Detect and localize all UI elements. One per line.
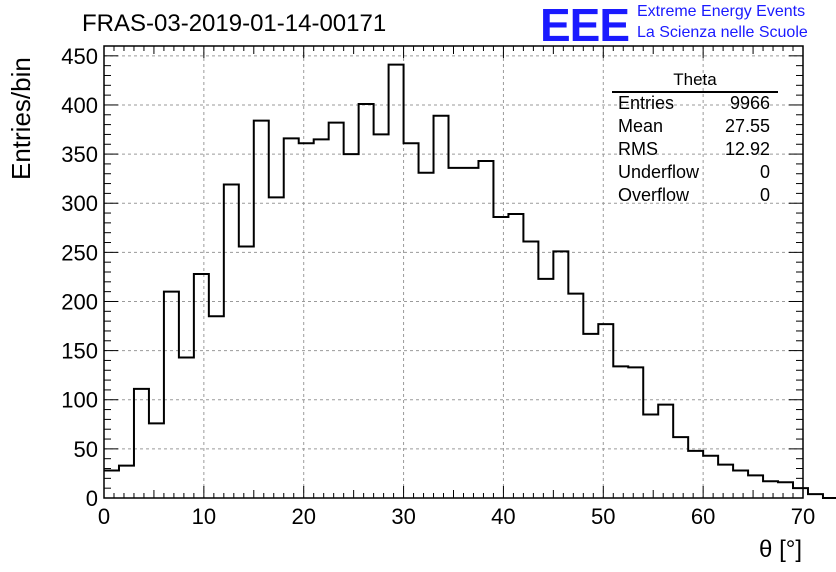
histogram-bin [613, 366, 628, 498]
histogram-bin [359, 104, 374, 498]
histogram-bin [598, 324, 613, 498]
histogram-bin [119, 466, 134, 498]
y-tick-label: 150 [61, 339, 98, 364]
stats-divider [612, 91, 778, 93]
stats-row-underflow: Underflow 0 [618, 162, 770, 184]
histogram-bin [449, 168, 464, 498]
histogram-bin [493, 217, 508, 498]
histogram-bin [239, 246, 254, 498]
stats-value: 27.55 [724, 116, 770, 136]
stats-label: Mean [618, 116, 664, 136]
histogram-bin [269, 197, 284, 498]
histogram-bin [224, 185, 239, 498]
y-tick-label: 0 [86, 486, 98, 511]
histogram-bin [673, 437, 688, 498]
histogram-series [104, 63, 836, 499]
histogram-bin [389, 65, 404, 498]
y-tick-label: 50 [74, 437, 98, 462]
stats-row-rms: RMS 12.92 [618, 139, 770, 161]
histogram-bin [568, 294, 583, 498]
y-tick-label: 450 [61, 44, 98, 69]
y-tick-label: 400 [61, 93, 98, 118]
histogram-bin [419, 173, 434, 498]
y-tick-label: 200 [61, 289, 98, 314]
histogram-bin [299, 143, 314, 498]
x-tick-label: 10 [192, 504, 216, 529]
histogram-bin [553, 251, 568, 498]
org-name-line1: Extreme Energy Events [637, 3, 806, 20]
histogram-bin [508, 214, 523, 498]
histogram-bin [523, 242, 538, 498]
histogram-bin [314, 139, 329, 498]
histogram-bin [733, 470, 748, 498]
histogram-bin [194, 274, 209, 498]
stats-row-entries: Entries 9966 [618, 93, 770, 115]
stats-value: 9966 [729, 93, 770, 113]
stats-value: 12.92 [724, 139, 770, 159]
histogram-bin [344, 154, 359, 498]
histogram-bin [718, 465, 733, 498]
stats-title: Theta [673, 70, 717, 89]
histogram-bin [179, 357, 194, 498]
histogram-bin [658, 405, 673, 498]
histogram-bin [149, 423, 164, 498]
chart-title: FRAS-03-2019-01-14-00171 [82, 10, 387, 37]
y-tick-label: 350 [61, 142, 98, 167]
histogram-bin [209, 316, 224, 498]
histogram-bin [748, 475, 763, 498]
histogram-bin [164, 292, 179, 498]
histogram-bin [254, 121, 269, 498]
histogram-bin [104, 470, 119, 498]
histogram-bin [329, 123, 344, 498]
histogram-bin [134, 389, 149, 498]
eee-logo: EEE [540, 0, 630, 51]
stats-label: Entries [618, 93, 675, 113]
x-tick-label: 30 [391, 504, 415, 529]
histogram-bin [538, 279, 553, 498]
histogram-bin [478, 161, 493, 498]
histogram-bin [703, 456, 718, 498]
histogram-bin [374, 134, 389, 498]
org-name-line2: La Scienza nelle Scuole [637, 24, 808, 41]
stats-value: 0 [759, 185, 770, 205]
histogram-bin [583, 334, 598, 498]
histogram-bin [778, 482, 793, 498]
x-tick-label: 50 [591, 504, 615, 529]
stats-row-overflow: Overflow 0 [618, 185, 770, 207]
stats-label: Overflow [618, 185, 690, 205]
x-axis-label: θ [°] [759, 536, 802, 563]
x-tick-label: 0 [98, 504, 110, 529]
histogram-bin [688, 451, 703, 498]
y-tick-label: 300 [61, 191, 98, 216]
histogram-bin [628, 367, 643, 498]
histogram-bin [793, 488, 808, 498]
stats-label: Underflow [618, 162, 700, 182]
stats-label: RMS [618, 139, 658, 159]
y-tick-label: 250 [61, 240, 98, 265]
x-tick-label: 20 [291, 504, 315, 529]
histogram-bin [763, 481, 778, 498]
histogram-bin [643, 414, 658, 498]
stats-row-mean: Mean 27.55 [618, 116, 770, 138]
x-tick-label: 40 [491, 504, 515, 529]
histogram-bin [284, 138, 299, 498]
stats-box: Theta Entries 9966 Mean 27.55 RMS 12.92 … [612, 70, 778, 210]
y-axis-label: Entries/bin [6, 57, 36, 180]
histogram-bin [434, 116, 449, 498]
stats-value: 0 [759, 162, 770, 182]
x-tick-label: 70 [791, 504, 815, 529]
histogram-bin [404, 143, 419, 498]
x-tick-label: 60 [691, 504, 715, 529]
y-tick-label: 100 [61, 388, 98, 413]
